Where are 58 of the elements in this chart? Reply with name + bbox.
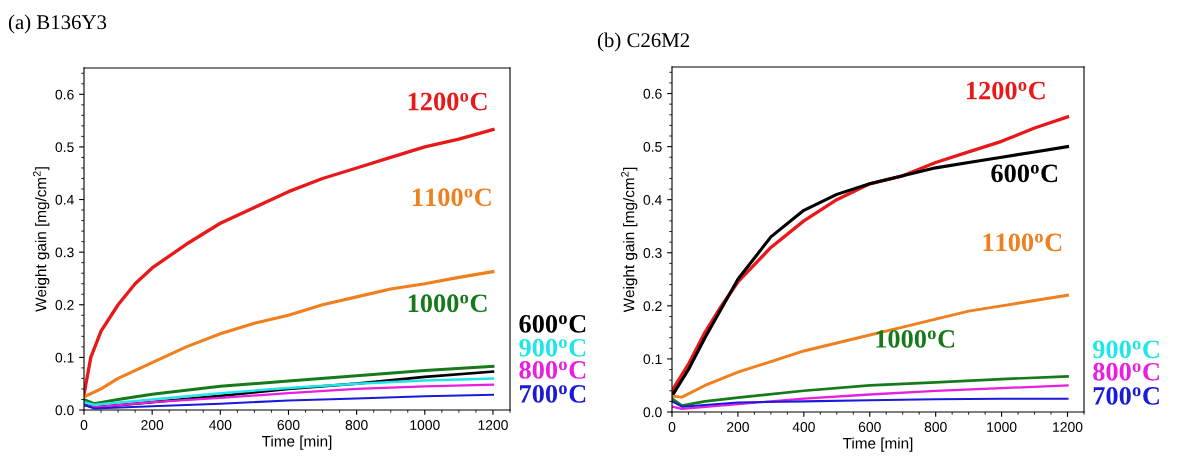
series-label: 800$^{o}$C <box>519 361 586 379</box>
y-tick-label: 0.6 <box>55 89 74 100</box>
x-tick-label: 0 <box>80 420 88 430</box>
legend-label: 900$^{o}$C <box>1092 340 1159 359</box>
x-tick-label: 200 <box>141 420 164 430</box>
y-tick-label: 0.0 <box>643 407 662 418</box>
x-tick-label: 1000 <box>987 422 1017 432</box>
line-series <box>84 377 495 406</box>
line-series <box>672 293 1069 399</box>
x-axis-title: Time [min] <box>261 435 332 450</box>
x-tick-label: 1200 <box>1053 422 1083 432</box>
line-series <box>672 397 1069 408</box>
y-tick-label: 0.3 <box>643 248 662 258</box>
text: 1000$^{o}$C <box>408 294 487 313</box>
line-series <box>672 375 1069 407</box>
series-label: 900$^{o}$C <box>519 338 586 357</box>
y-tick-label: 0.2 <box>643 301 662 312</box>
x-tick-label: 0 <box>668 422 676 432</box>
y-axis-title: Weight gain [mg/cm$^{2}$] <box>33 167 50 312</box>
x-tick-label: 800 <box>924 422 947 432</box>
y-tick-label: 0.1 <box>55 352 74 363</box>
y-tick-label: 0.4 <box>55 194 74 205</box>
x-tick-label: 800 <box>345 420 368 430</box>
x-tick-label: 1200 <box>478 420 508 430</box>
y-tick-label: 0.5 <box>55 142 74 153</box>
x-axis-title: Time [min] <box>842 437 913 452</box>
series-label: 600$^{o}$C <box>519 314 586 333</box>
text: 1100$^{o}$C <box>413 188 491 207</box>
series-label: 800$^{o}$C <box>1093 362 1159 381</box>
x-tick-label: 600 <box>277 420 300 430</box>
series-label: 1100$^{o}$C <box>983 233 1062 252</box>
series-label: 1200$^{o}$C <box>966 81 1045 100</box>
y-tick-label: 0.6 <box>643 88 662 99</box>
line-series <box>672 384 1069 410</box>
chart-title: (a) B136Y3 <box>8 14 107 34</box>
x-tick-label: 400 <box>209 420 232 430</box>
y-tick-label: 0.3 <box>55 247 74 258</box>
y-tick-label: 0.4 <box>643 195 662 205</box>
line-series <box>84 364 495 406</box>
x-tick-label: 200 <box>727 422 749 432</box>
series-label: 1200$^{o}$C <box>408 92 487 111</box>
series-label: 1000$^{o}$C <box>876 330 955 348</box>
line-series <box>84 393 494 410</box>
y-axis-title: Weight gain [mg/cm$^{2}$] <box>621 167 638 313</box>
x-tick-label: 1000 <box>410 420 440 430</box>
y-tick-label: 0.1 <box>643 354 662 365</box>
series-label: 700$^{o}$C <box>520 384 586 403</box>
line-series <box>84 383 495 409</box>
series-label: 600$^{o}$C <box>991 164 1058 183</box>
line-series <box>84 270 495 399</box>
x-tick-label: 600 <box>858 422 881 432</box>
y-tick-label: 0.5 <box>643 141 662 152</box>
y-tick-label: 0.2 <box>55 300 74 310</box>
x-tick-label: 400 <box>792 422 815 432</box>
series-label: 700$^{o}$C <box>1093 386 1159 405</box>
line-series <box>84 127 495 396</box>
y-tick-label: 0.0 <box>55 405 74 416</box>
chart-title: (b) C26M2 <box>597 32 690 52</box>
